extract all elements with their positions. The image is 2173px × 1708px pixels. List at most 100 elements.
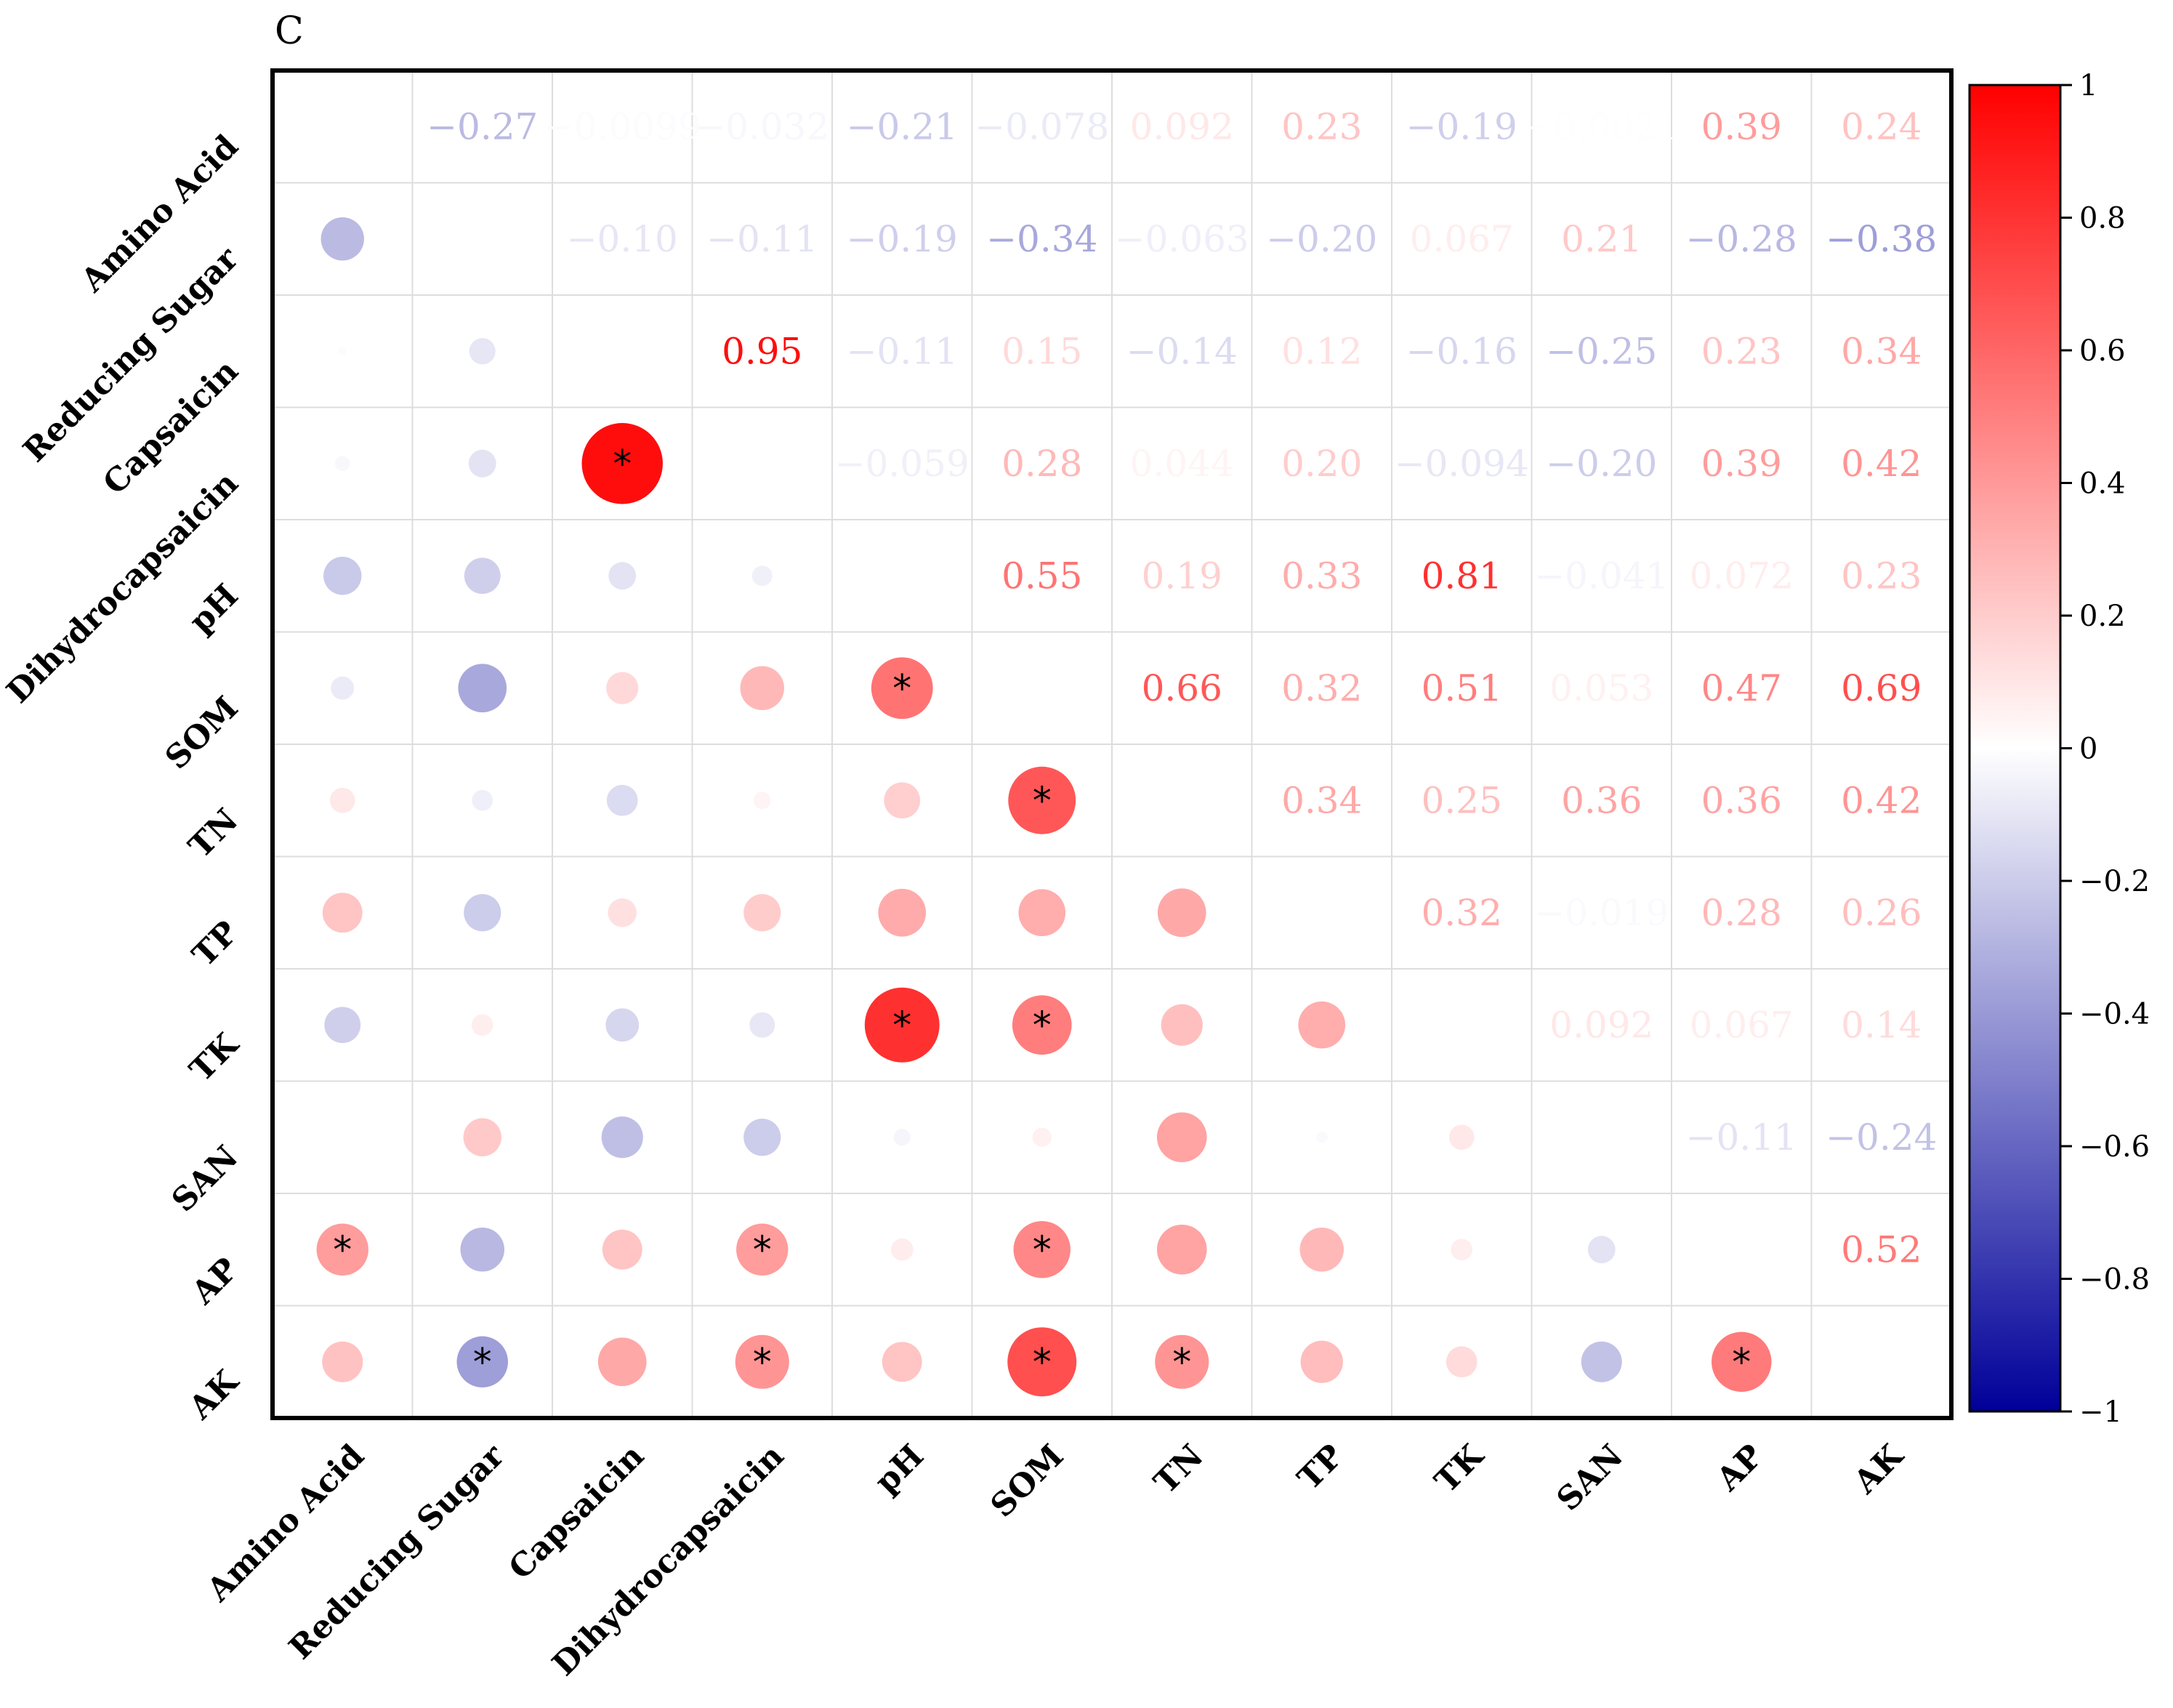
colorbar: −1 −0.8 −0.6 −0.4 −0.2 0 0.2 0.4 0.6 0.8 1 bbox=[1968, 69, 2150, 1429]
coef-circle-ph-reducing-sugar bbox=[464, 557, 501, 595]
colorbar-tick-label: −0.2 bbox=[2079, 865, 2150, 898]
coef-text-tp-ak: 0.26 bbox=[1841, 892, 1922, 934]
coef-text-tp-san: −0.019 bbox=[1534, 892, 1669, 934]
coef-circle-tn-dihydrocapsaicin bbox=[753, 791, 771, 810]
coef-text-san-ap: −0.11 bbox=[1686, 1116, 1797, 1159]
significance-star: * bbox=[1033, 1341, 1052, 1385]
coef-circle-dihydrocapsaicin-amino-acid bbox=[335, 456, 350, 471]
coef-text-tn-san: 0.36 bbox=[1561, 779, 1642, 821]
coef-circle-san-tp bbox=[1315, 1131, 1328, 1143]
significance-star: * bbox=[333, 1228, 352, 1272]
significance-star: * bbox=[753, 1341, 772, 1385]
coef-circle-ak-tn bbox=[1155, 1334, 1209, 1389]
coef-text-reducing-sugar-san: 0.21 bbox=[1561, 218, 1642, 260]
coef-circle-san-dihydrocapsaicin bbox=[743, 1119, 781, 1156]
coef-circle-ph-capsaicin bbox=[608, 562, 637, 590]
coef-text-dihydrocapsaicin-ap: 0.39 bbox=[1701, 443, 1782, 485]
coef-text-capsaicin-som: 0.15 bbox=[1001, 330, 1082, 372]
y-label-ap: AP bbox=[184, 1251, 245, 1312]
coef-circle-ap-ph bbox=[890, 1238, 914, 1261]
coef-circle-tp-som bbox=[1018, 889, 1066, 937]
coef-circle-tn-ph bbox=[884, 782, 921, 819]
coef-circle-tn-capsaicin bbox=[606, 784, 638, 816]
coef-text-amino-acid-som: −0.078 bbox=[975, 105, 1109, 148]
coef-text-tn-tk: 0.25 bbox=[1422, 779, 1502, 821]
x-label-ak: AK bbox=[1847, 1436, 1911, 1501]
x-label-som: SOM bbox=[983, 1438, 1071, 1525]
coef-text-tn-ap: 0.36 bbox=[1701, 779, 1782, 821]
coef-text-som-ap: 0.47 bbox=[1701, 667, 1782, 709]
coef-text-som-tn: 0.66 bbox=[1142, 667, 1222, 709]
coef-text-tp-tk: 0.32 bbox=[1422, 892, 1502, 934]
coef-circle-ap-dihydrocapsaicin bbox=[736, 1223, 789, 1276]
y-label-ak: AK bbox=[182, 1362, 246, 1427]
coef-text-amino-acid-tn: 0.092 bbox=[1130, 105, 1234, 148]
coef-circle-tk-dihydrocapsaicin bbox=[749, 1012, 775, 1038]
x-label-tk: TK bbox=[1428, 1436, 1491, 1499]
y-label-som: SOM bbox=[158, 689, 246, 776]
coef-text-reducing-sugar-ph: −0.19 bbox=[847, 218, 958, 260]
significance-star: * bbox=[892, 1004, 911, 1047]
coef-circle-ap-san bbox=[1587, 1236, 1616, 1264]
coef-circle-ap-tn bbox=[1156, 1224, 1207, 1275]
coef-text-capsaicin-san: −0.25 bbox=[1546, 330, 1657, 372]
coef-text-amino-acid-ph: −0.21 bbox=[847, 105, 958, 148]
coef-text-reducing-sugar-tn: −0.063 bbox=[1115, 218, 1249, 260]
coef-circle-ak-amino-acid bbox=[322, 1341, 363, 1382]
coef-circle-som-amino-acid bbox=[331, 676, 355, 700]
coef-circle-ak-ap bbox=[1712, 1332, 1772, 1392]
significance-star: * bbox=[1172, 1341, 1191, 1385]
coef-text-som-tk: 0.51 bbox=[1422, 667, 1502, 709]
coef-circle-som-capsaicin bbox=[606, 672, 639, 704]
y-label-tp: TP bbox=[185, 914, 246, 974]
colorbar-tick-label: −0.8 bbox=[2079, 1263, 2150, 1297]
coef-text-capsaicin-tk: −0.16 bbox=[1406, 330, 1517, 372]
coef-text-dihydrocapsaicin-tn: 0.044 bbox=[1130, 443, 1234, 485]
coef-text-dihydrocapsaicin-san: −0.20 bbox=[1546, 443, 1657, 485]
coef-circle-san-capsaicin bbox=[601, 1116, 643, 1159]
coef-circle-tk-amino-acid bbox=[324, 1007, 361, 1044]
coef-circle-dihydrocapsaicin-reducing-sugar bbox=[468, 449, 496, 478]
coef-circle-tp-ph bbox=[878, 888, 927, 937]
grid-lines bbox=[273, 71, 1951, 1418]
x-label-tn: TN bbox=[1147, 1438, 1211, 1502]
coef-text-capsaicin-tp: 0.12 bbox=[1281, 330, 1362, 372]
significance-star: * bbox=[1732, 1341, 1751, 1385]
coef-text-amino-acid-reducing-sugar: −0.27 bbox=[427, 105, 538, 148]
coef-circle-ph-amino-acid bbox=[323, 557, 362, 595]
coef-circle-tn-amino-acid bbox=[329, 787, 355, 813]
significance-star: * bbox=[1033, 779, 1052, 823]
coef-circle-ak-san bbox=[1581, 1341, 1622, 1382]
coef-circle-ap-tk bbox=[1451, 1238, 1473, 1261]
coef-circle-capsaicin-reducing-sugar bbox=[469, 338, 496, 365]
coef-text-som-ak: 0.69 bbox=[1841, 667, 1922, 709]
coef-text-reducing-sugar-ap: −0.28 bbox=[1686, 218, 1797, 260]
significance-star: * bbox=[613, 443, 632, 486]
panel-label: C bbox=[275, 9, 304, 53]
coef-circle-san-tk bbox=[1448, 1124, 1475, 1151]
coef-circle-tp-reducing-sugar bbox=[464, 894, 501, 932]
y-label-ph: pH bbox=[182, 577, 246, 640]
coef-circle-tp-tn bbox=[1157, 888, 1206, 938]
coef-text-capsaicin-dihydrocapsaicin: 0.95 bbox=[722, 330, 802, 372]
colorbar-tick-label: −0.4 bbox=[2079, 998, 2150, 1031]
coef-circle-ak-capsaicin bbox=[597, 1337, 647, 1387]
significance-star: * bbox=[1033, 1004, 1052, 1047]
significance-star: * bbox=[753, 1228, 772, 1272]
coef-text-tk-ak: 0.14 bbox=[1841, 1004, 1922, 1046]
coef-circle-san-ph bbox=[893, 1129, 911, 1146]
x-label-capsaicin: Capsaicin bbox=[501, 1438, 651, 1587]
coef-circle-tn-reducing-sugar bbox=[472, 789, 493, 811]
coef-circle-ak-dihydrocapsaicin bbox=[735, 1334, 789, 1389]
coef-text-dihydrocapsaicin-ak: 0.42 bbox=[1841, 443, 1922, 485]
coef-circle-ap-reducing-sugar bbox=[460, 1228, 504, 1272]
coef-circle-capsaicin-amino-acid bbox=[338, 347, 347, 355]
coef-text-dihydrocapsaicin-tk: −0.094 bbox=[1395, 443, 1529, 485]
x-label-tp: TP bbox=[1291, 1438, 1351, 1498]
coef-text-ph-ak: 0.23 bbox=[1841, 555, 1922, 597]
colorbar-tick-label: 0.6 bbox=[2079, 334, 2126, 368]
coef-text-tk-san: 0.092 bbox=[1549, 1004, 1653, 1046]
coef-text-capsaicin-tn: −0.14 bbox=[1126, 330, 1238, 372]
